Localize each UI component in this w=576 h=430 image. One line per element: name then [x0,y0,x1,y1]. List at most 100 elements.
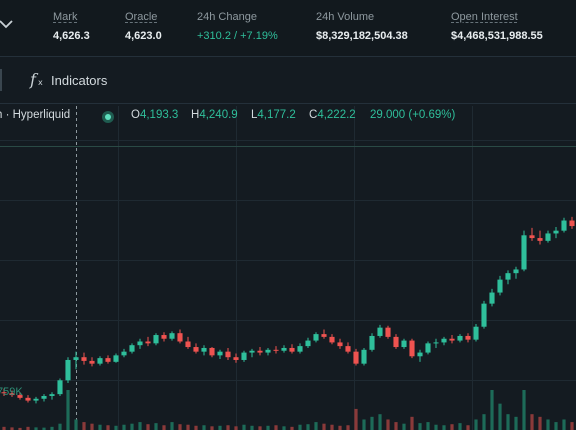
chevron-down-icon[interactable] [0,18,14,30]
candle [513,266,519,279]
candle-body [425,343,431,353]
ohlc-close-value: 4,222.2 [317,109,356,121]
candle [57,378,63,396]
volume-bar [130,423,134,430]
volume-bar [466,425,470,430]
volume-bar [122,424,126,430]
volume-bar [114,425,118,430]
volume-bar [562,419,566,430]
candle-body [353,351,359,364]
candle [545,230,551,243]
volume-bar [330,424,334,430]
volume-bar [338,425,342,430]
candle-body [121,351,127,356]
stat-value: +310.2 / +7.19% [197,30,278,42]
candle-body [169,333,175,339]
candle-body [49,394,55,396]
candle [25,395,31,403]
stat-open-interest[interactable]: Open Interest $4,468,531,988.55 [451,11,543,43]
toolbar-divider [0,69,2,91]
candle [201,345,207,356]
candle-body [201,347,207,352]
volume-bar [10,427,14,430]
ohlc-change: 29.000 (+0.69%) [370,109,456,121]
candle-body [321,334,327,337]
candle [153,333,159,346]
candle-body [73,357,79,360]
candle [1,388,7,396]
candle [305,337,311,348]
candle-body [97,358,103,364]
volume-label: 759K [0,386,23,398]
candle [561,217,567,233]
candle [473,323,479,342]
candle-body [209,347,215,356]
volume-bar [482,414,486,430]
candle-body [273,349,279,351]
stat-24h-volume: 24h Volume $8,329,182,504.38 [316,11,408,43]
volume-bar [458,423,462,430]
candle-body [185,341,191,348]
volume-bar [530,414,534,430]
stat-label: Open Interest [451,11,518,23]
volume-bar [18,427,22,430]
candle [441,336,447,346]
ohlc-close: C4,222.2 [309,109,356,121]
stat-value: $4,468,531,988.55 [451,30,543,42]
candle-body [257,350,263,353]
volume-bar [234,426,238,430]
candle-body [345,346,351,352]
volume-bar [522,390,526,430]
candle [9,390,15,397]
stat-mark[interactable]: Mark 4,626.3 [53,11,90,43]
candle-body [313,334,319,341]
candle-body [457,335,463,341]
candle [377,324,383,338]
volume-bar [490,390,494,430]
volume-bar [266,425,270,430]
candle-body [513,269,519,274]
volume-bar [202,425,206,430]
candle-body [289,347,295,352]
volume-bar [370,416,374,430]
ohlc-low-value: 4,177.2 [257,109,296,121]
candle-body [545,233,551,241]
candle [449,335,455,344]
candle [17,392,23,400]
chart-grid [0,106,576,430]
stat-oracle[interactable]: Oracle 4,623.0 [125,11,162,43]
volume-bar [394,422,398,430]
candle-body [329,336,335,343]
market-stats-bar: Mark 4,626.3 Oracle 4,623.0 24h Change +… [0,0,576,57]
candle-body [489,292,495,304]
volume-bar [2,426,6,430]
candle [329,334,335,345]
volume-bar [386,419,390,430]
candle-body [177,333,183,342]
candle [41,394,47,402]
candle [225,347,231,360]
candle-body [25,397,31,401]
candle-body [65,359,71,381]
candle [73,351,79,370]
candle [249,348,255,358]
candle-body [249,350,255,353]
candle [169,331,175,341]
volume-bar [298,424,302,430]
stat-label: Mark [53,11,78,23]
volume-bar [106,425,110,430]
stat-24h-change: 24h Change +310.2 / +7.19% [197,11,278,43]
ohlc-high-value: 4,240.9 [199,109,238,121]
ohlc-open-label: O [131,109,140,121]
volume-bar [186,424,190,430]
candle-body [385,327,391,337]
candle [161,332,167,342]
ohlc-low-label: L [251,109,258,121]
candle [569,216,575,229]
candle-body [337,342,343,347]
candle-body [305,340,311,347]
volume-bar [226,425,230,430]
candle [121,348,127,358]
candle [409,338,415,359]
